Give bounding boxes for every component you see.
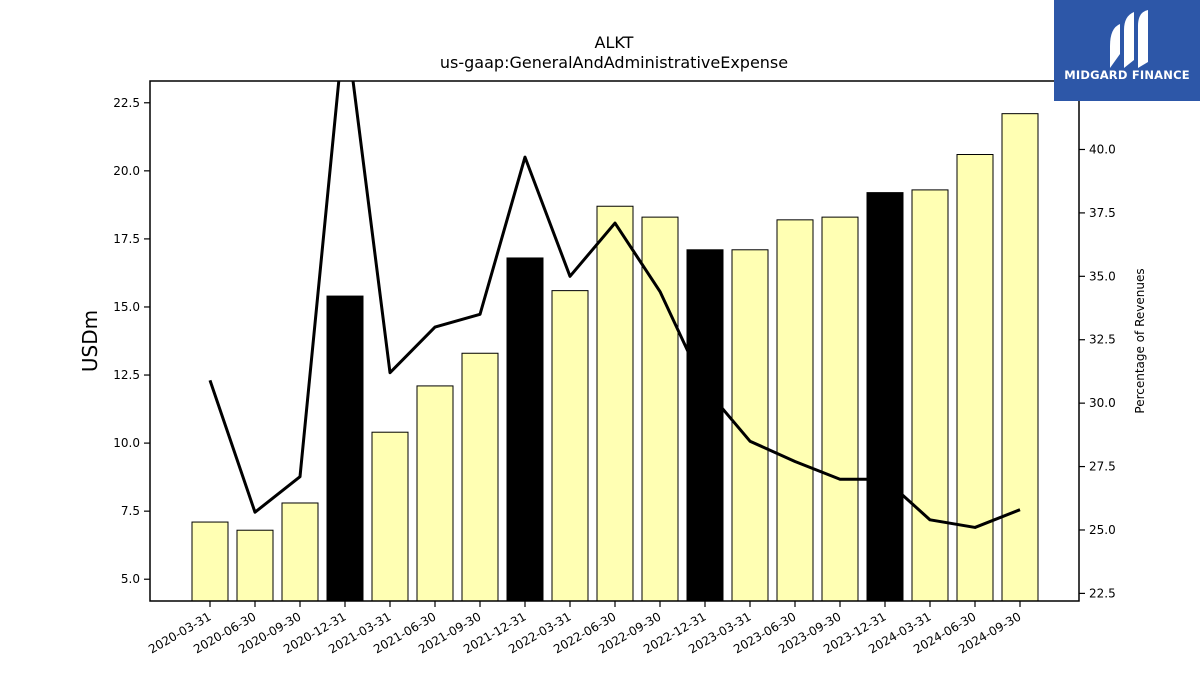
chart-title: ALKT: [595, 33, 634, 52]
y2-tick-label: 32.5: [1089, 333, 1116, 347]
logo: MIDGARD FINANCE: [1054, 0, 1200, 101]
bar-2020-12-31: [326, 295, 364, 602]
logo-text: MIDGARD FINANCE: [1064, 68, 1190, 82]
bar-2023-06-30: [776, 219, 814, 602]
y-tick-label: 20.0: [113, 164, 140, 178]
y-axis-left: 5.0 7.5 10.0 12.5 15.0 17.5 20.0 22.5: [113, 96, 150, 586]
logo-mark-icon: [1110, 10, 1148, 68]
y-axis-label: USDm: [78, 310, 102, 372]
y-tick-label: 17.5: [113, 232, 140, 246]
bar-2020-03-31: [191, 521, 229, 602]
y-tick-label: 15.0: [113, 300, 140, 314]
y2-tick-label: 25.0: [1089, 523, 1116, 537]
bar-2022-09-30: [641, 216, 679, 602]
bar-2024-03-31: [911, 189, 949, 602]
chart-subtitle: us-gaap:GeneralAndAdministrativeExpense: [440, 53, 788, 72]
bar-2023-09-30: [821, 216, 859, 602]
bar-2021-09-30: [461, 352, 499, 602]
bar-2021-06-30: [416, 385, 454, 602]
bar-series: [191, 113, 1039, 602]
y2-tick-label: 30.0: [1089, 396, 1116, 410]
x-axis: 2020-03-312020-06-302020-09-302020-12-31…: [146, 601, 1024, 656]
y-tick-label: 5.0: [121, 572, 140, 586]
bar-2022-03-31: [551, 290, 589, 602]
y-axis-right: 22.5 25.0 27.5 30.0 32.5 35.0 37.5 40.0: [1079, 142, 1116, 600]
bar-2023-12-31: [866, 192, 904, 602]
line-path: [208, 81, 1021, 529]
bar-2021-12-31: [506, 257, 544, 602]
line-series: [208, 81, 1021, 529]
y2-tick-label: 22.5: [1089, 586, 1116, 600]
bar-2021-03-31: [371, 431, 409, 602]
bar-2020-06-30: [236, 529, 274, 602]
y2-tick-label: 27.5: [1089, 460, 1116, 474]
y2-axis-label: Percentage of Revenues: [1133, 268, 1147, 413]
bar-2024-09-30: [1001, 113, 1039, 602]
y2-tick-label: 37.5: [1089, 206, 1116, 220]
y-tick-label: 22.5: [113, 96, 140, 110]
bar-2020-09-30: [281, 502, 319, 602]
y2-tick-label: 35.0: [1089, 269, 1116, 283]
bar-2024-06-30: [956, 154, 994, 602]
y2-tick-label: 40.0: [1089, 142, 1116, 156]
y-tick-label: 7.5: [121, 504, 140, 518]
y-tick-label: 10.0: [113, 436, 140, 450]
bar-2022-12-31: [686, 249, 724, 602]
y-tick-label: 12.5: [113, 368, 140, 382]
bar-2022-06-30: [596, 205, 634, 602]
